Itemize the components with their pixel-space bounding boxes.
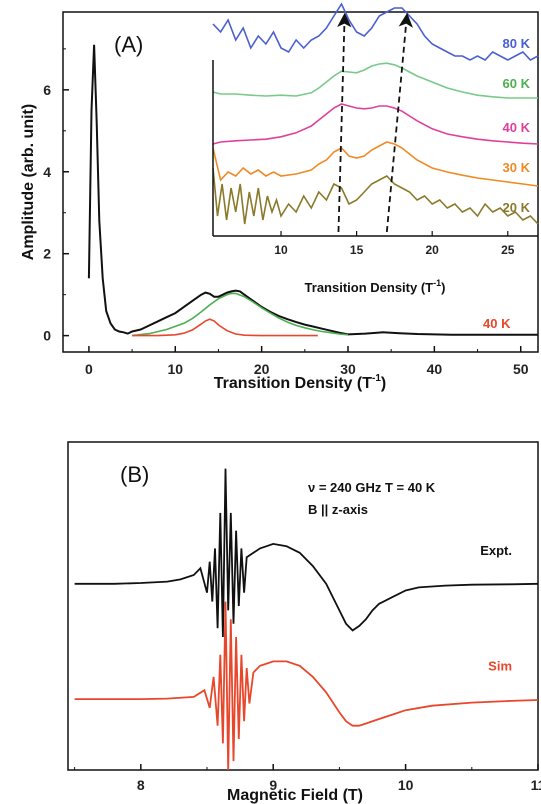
inset-arrows xyxy=(337,12,413,233)
inset-curve-40k xyxy=(212,103,539,145)
panel-b-annotation-frequency-temperature: ν = 240 GHz T = 40 K xyxy=(308,480,436,495)
inset-curve-30k xyxy=(212,141,539,187)
panel-b-x-tick-label: 10 xyxy=(398,777,414,793)
inset-label-40k: 40 K xyxy=(503,120,531,135)
inset-series-group xyxy=(212,2,539,225)
inset-peak-arrow-2 xyxy=(385,12,413,233)
inset-x-tick-label: 25 xyxy=(501,243,515,257)
inset-curve-80k xyxy=(212,2,539,61)
panel-b-label-sim: Sim xyxy=(488,658,512,673)
panel-a-green-fit-curve xyxy=(132,292,349,337)
panel-b-curve-expt xyxy=(74,468,539,638)
panel-b-curve-sim xyxy=(74,601,539,771)
panel-a-y-tick-label: 6 xyxy=(43,82,51,98)
panel-a-label: (A) xyxy=(114,32,143,57)
panel-a-frame xyxy=(62,11,539,353)
panel-b-series-group xyxy=(74,468,539,771)
panel-b-annotation-field-orientation: B || z-axis xyxy=(308,502,368,517)
panel-a-red-fit-curve xyxy=(132,318,318,337)
panel-a-black-curve xyxy=(87,44,538,336)
panel-b-x-axis-title: Magnetic Field (T) xyxy=(227,787,363,804)
panel-a-inset: 10 15 20 25 80 K 60 K 40 K 30 K 20 K Transition… xyxy=(212,2,539,295)
panel-a-y-tick-label: 4 xyxy=(43,164,51,180)
panel-a-x-tick-label: 30 xyxy=(340,361,356,377)
inset-x-tick-label: 15 xyxy=(350,243,364,257)
panel-b-x-tick-label: 9 xyxy=(269,777,277,793)
inset-x-tick-label: 20 xyxy=(426,243,440,257)
panel-b-label: (B) xyxy=(120,462,149,487)
panel-b-x-tick-label: 11 xyxy=(531,777,541,793)
inset-label-30k: 30 K xyxy=(503,160,531,175)
panel-a-x-tick-label: 50 xyxy=(513,361,529,377)
panel-a-x-tick-label: 10 xyxy=(167,361,183,377)
panel-b-frame xyxy=(67,441,539,771)
panel-a: 0 10 20 30 40 50 0 2 4 6 (A) 40 K Transition Dens… xyxy=(20,11,539,392)
panel-a-x-tick-label: 40 xyxy=(427,361,443,377)
inset-label-20k: 20 K xyxy=(503,200,531,215)
panel-a-x-tick-label: 0 xyxy=(85,361,93,377)
inset-x-tick-label: 10 xyxy=(274,243,288,257)
inset-label-60k: 60 K xyxy=(503,76,531,91)
panel-b-x-tick-label: 8 xyxy=(137,777,145,793)
panel-a-series-group xyxy=(87,44,538,337)
panel-a-annotation-40k: 40 K xyxy=(483,316,511,331)
inset-label-80k: 80 K xyxy=(503,36,531,51)
panel-a-y-tick-label: 0 xyxy=(43,328,51,344)
panel-b-label-expt: Expt. xyxy=(480,543,512,558)
panel-a-y-axis-title: Amplitude (arb. unit) xyxy=(20,104,37,260)
inset-frame xyxy=(213,12,538,236)
inset-curve-20k xyxy=(212,167,539,225)
panel-a-y-tick-label: 2 xyxy=(43,246,51,262)
panel-a-x-tick-label: 20 xyxy=(254,361,270,377)
inset-x-axis-title: Transition Density (T-1) xyxy=(305,278,446,295)
panel-b: 8 9 10 11 Expt. Sim (B) ν = 240 GHz T = 40 K… xyxy=(67,441,541,804)
panel-a-x-axis-title: Transition Density (T-1) xyxy=(214,373,386,392)
inset-curve-60k xyxy=(212,62,538,99)
inset-peak-arrow-1 xyxy=(337,12,352,233)
